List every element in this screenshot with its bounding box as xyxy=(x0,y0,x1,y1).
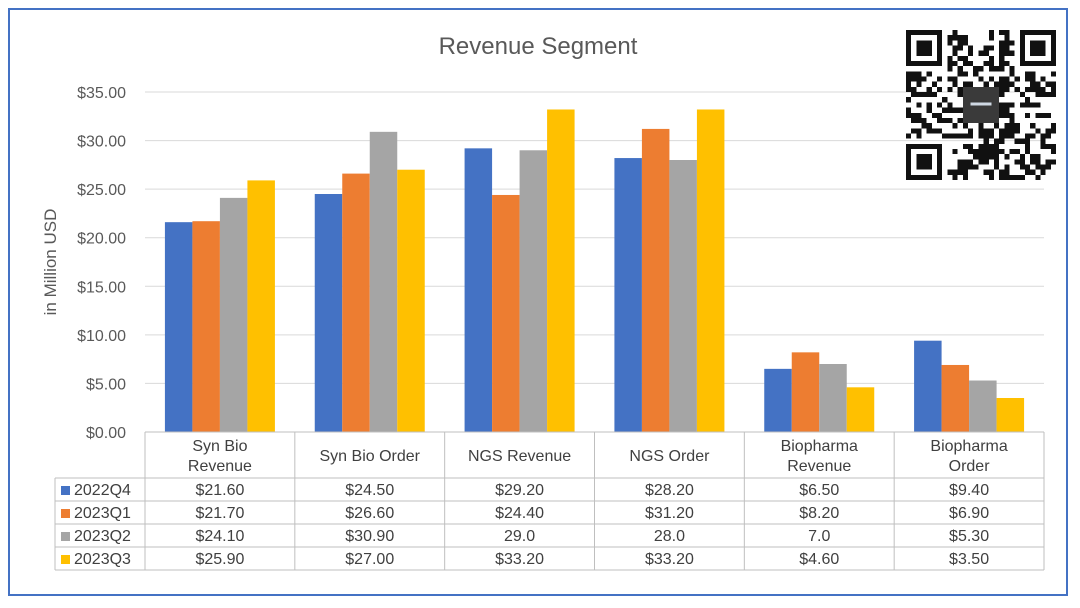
y-axis-label: in Million USD xyxy=(41,209,60,316)
qr-code-icon xyxy=(906,30,1056,180)
y-tick-label: $30.00 xyxy=(77,134,126,151)
legend-label: 2022Q4 xyxy=(74,482,131,499)
chart-title: Revenue Segment xyxy=(439,33,638,60)
bar-2023q1-0 xyxy=(192,221,220,432)
table-cell: 28.0 xyxy=(654,528,685,545)
bar-2023q1-3 xyxy=(641,128,670,432)
bar-2023q2-4 xyxy=(819,364,847,432)
table-cell: $9.40 xyxy=(949,482,989,499)
bar-2023q1-2 xyxy=(492,194,520,432)
y-tick-label: $5.00 xyxy=(86,376,126,393)
y-tick-label: $35.00 xyxy=(77,85,126,102)
legend-label: 2023Q2 xyxy=(74,528,131,545)
table-cell: 7.0 xyxy=(808,528,830,545)
table-cell: $28.20 xyxy=(645,482,694,499)
bar-2023q2-0 xyxy=(219,197,248,432)
legend-swatch xyxy=(61,555,70,564)
bar-2023q2-2 xyxy=(519,150,548,433)
table-cell: $21.60 xyxy=(195,482,244,499)
bar-2022q4-3 xyxy=(614,158,642,433)
bar-2022q4-5 xyxy=(914,340,942,432)
bar-2023q3-1 xyxy=(397,169,425,432)
table-cell: $5.30 xyxy=(949,528,989,545)
category-label: Syn Bio xyxy=(192,438,247,455)
bar-2023q1-5 xyxy=(941,364,970,432)
table-cell: $8.20 xyxy=(799,505,839,522)
bar-2023q3-0 xyxy=(247,180,275,432)
bar-2023q3-5 xyxy=(996,398,1025,432)
bar-2023q2-3 xyxy=(669,160,697,432)
table-cell: $24.10 xyxy=(195,528,244,545)
bar-2022q4-1 xyxy=(314,194,343,432)
bar-2023q2-5 xyxy=(969,380,997,432)
table-cell: 29.0 xyxy=(504,528,535,545)
y-tick-label: $20.00 xyxy=(77,231,126,248)
category-label: Biopharma xyxy=(781,438,858,455)
table-cell: $4.60 xyxy=(799,551,839,568)
bar-2023q3-4 xyxy=(846,387,875,432)
bar-2023q3-2 xyxy=(547,109,575,432)
table-cell: $6.50 xyxy=(799,482,839,499)
category-label: Order xyxy=(949,458,991,475)
legend-swatch xyxy=(61,509,70,518)
bar-2023q2-1 xyxy=(369,131,398,433)
category-label: Revenue xyxy=(787,458,851,475)
bars xyxy=(164,109,1025,433)
table-cell: $31.20 xyxy=(645,505,694,522)
table-cell: $26.60 xyxy=(345,505,394,522)
category-label: Revenue xyxy=(188,458,252,475)
table-cell: $27.00 xyxy=(345,551,394,568)
y-tick-label: $15.00 xyxy=(77,279,126,296)
category-label: Syn Bio Order xyxy=(320,448,421,465)
legend-swatch xyxy=(61,486,70,495)
table-cell: $25.90 xyxy=(195,551,244,568)
bar-2023q1-4 xyxy=(791,352,820,432)
bar-2023q3-3 xyxy=(696,109,725,432)
table-cell: $33.20 xyxy=(645,551,694,568)
bar-2023q1-1 xyxy=(342,173,370,432)
legend-label: 2023Q1 xyxy=(74,505,131,522)
table-cell: $21.70 xyxy=(195,505,244,522)
y-axis-ticks: $0.00 $5.00 $10.00 $15.00 $20.00 $25.00 $30.00… xyxy=(77,85,126,442)
bar-2022q4-4 xyxy=(764,368,792,432)
table-cell: $33.20 xyxy=(495,551,544,568)
legend-swatch xyxy=(61,532,70,541)
category-label: NGS Order xyxy=(629,448,710,465)
y-tick-label: $25.00 xyxy=(77,182,126,199)
table-cell: $6.90 xyxy=(949,505,989,522)
bar-2022q4-2 xyxy=(464,148,493,433)
category-label: Biopharma xyxy=(930,438,1007,455)
bar-2022q4-0 xyxy=(164,222,193,432)
legend-label: 2023Q3 xyxy=(74,551,131,568)
y-tick-label: $0.00 xyxy=(86,425,126,442)
category-label: NGS Revenue xyxy=(468,448,571,465)
table-cell: $3.50 xyxy=(949,551,989,568)
data-table: Syn Bio Revenue Syn Bio Order NGS Revenue NG… xyxy=(54,431,1045,571)
table-cell: $24.40 xyxy=(495,505,544,522)
table-cell: $29.20 xyxy=(495,482,544,499)
table-cell: $24.50 xyxy=(345,482,394,499)
y-tick-label: $10.00 xyxy=(77,328,126,345)
table-cell: $30.90 xyxy=(345,528,394,545)
